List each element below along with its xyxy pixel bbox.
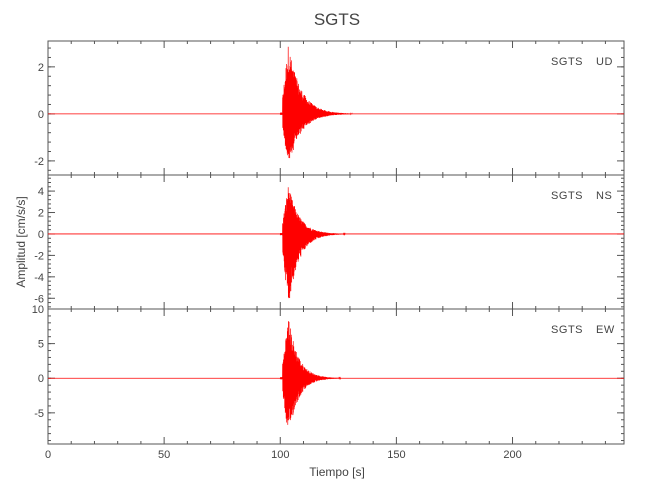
panel-station-label: SGTS: [551, 56, 583, 68]
y-tick-label: 2: [38, 208, 44, 220]
y-tick-label: 4: [38, 186, 44, 198]
panel-frame: [47, 174, 625, 310]
x-axis-label: Tiempo [s]: [309, 465, 365, 479]
y-axis-label: Amplitud [cm/s/s]: [14, 196, 28, 287]
y-tick-label: 5: [38, 339, 44, 351]
y-tick-label: 10: [32, 304, 44, 316]
x-tick-label: 100: [271, 449, 289, 461]
y-tick-label: -5: [34, 408, 44, 420]
y-tick-label: -2: [34, 250, 44, 262]
panel-frame: [47, 40, 625, 176]
panel-ns: -6 -4 -2 0 2 4 SGTS NS: [34, 174, 625, 310]
y-tick-label: 0: [38, 109, 44, 121]
seismic-trace: [279, 187, 346, 299]
panel-component-label: EW: [596, 324, 615, 336]
panel-ew: -5 0 5 10 SGTS EW: [32, 304, 625, 445]
x-tick-label: 50: [158, 449, 170, 461]
y-tick-label: 0: [38, 373, 44, 385]
panel-ud: -2 0 2 SGTS UD: [34, 40, 625, 176]
panel-station-label: SGTS: [551, 324, 583, 336]
y-tick-label: 2: [38, 62, 44, 74]
y-tick-label: -4: [34, 272, 44, 284]
chart-title: SGTS: [314, 10, 360, 29]
x-tick-label: 0: [45, 449, 51, 461]
panels-group: -2 0 2 SGTS UD -6 -4 -2 0 2 4 SGTS NS -5 0 5 10 SGTS EW 0 50…: [32, 40, 625, 461]
y-tick-label: -2: [34, 156, 44, 168]
panel-component-label: UD: [596, 56, 613, 68]
x-tick-label: 150: [387, 449, 405, 461]
panel-frame: [47, 308, 625, 445]
panel-component-label: NS: [596, 190, 612, 202]
panel-station-label: SGTS: [551, 190, 583, 202]
seismic-trace: [279, 321, 341, 425]
y-tick-label: -6: [34, 293, 44, 305]
y-tick-label: 0: [38, 229, 44, 241]
x-tick-label: 200: [503, 449, 521, 461]
seismic-trace: [279, 46, 353, 159]
